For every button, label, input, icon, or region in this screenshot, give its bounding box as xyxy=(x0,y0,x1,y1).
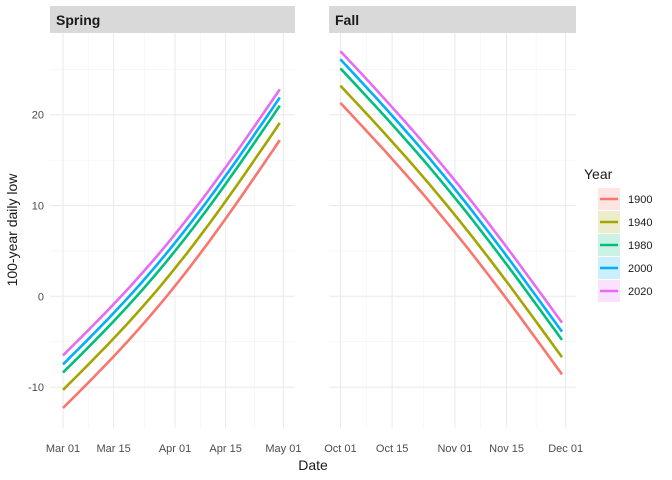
series-line-1940 xyxy=(339,84,564,358)
x-tick-label: Nov 15 xyxy=(489,443,524,455)
y-tick-label: 10 xyxy=(32,201,44,213)
legend-label: 1900 xyxy=(628,194,652,206)
facet-strip-label: Spring xyxy=(56,12,100,28)
x-tick-label: Nov 01 xyxy=(437,443,472,455)
series-line-2000 xyxy=(339,58,564,333)
series-line-2000 xyxy=(62,96,281,366)
y-tick-label: 0 xyxy=(38,291,44,303)
legend-label: 2020 xyxy=(628,286,652,298)
series-line-1900 xyxy=(339,102,564,376)
panel-fall: Fall Oct 01 Oct 15 Nov 01 Nov 15 Dec 01 xyxy=(324,6,583,455)
series-line-1980 xyxy=(339,67,564,341)
y-tick-label: -10 xyxy=(28,382,44,394)
legend-item-2020: 2020 xyxy=(598,280,652,302)
legend-item-1900: 1900 xyxy=(598,188,652,210)
legend-label: 2000 xyxy=(628,263,652,275)
y-axis-title: 100-year daily low xyxy=(4,173,20,287)
x-axis-title: Date xyxy=(298,457,328,473)
legend-label: 1980 xyxy=(628,240,652,252)
x-tick-label: Oct 01 xyxy=(324,443,356,455)
facet-strip xyxy=(329,6,576,33)
x-tick-label: Dec 01 xyxy=(548,443,583,455)
y-tick-label: 20 xyxy=(32,110,44,122)
legend: Year 1900 1940 1980 2000 2020 xyxy=(584,166,652,302)
x-tick-label: May 01 xyxy=(265,443,301,455)
series-line-2020 xyxy=(62,88,281,357)
legend-item-2000: 2000 xyxy=(598,257,652,279)
series-line-1980 xyxy=(62,104,281,374)
legend-label: 1940 xyxy=(628,217,652,229)
panels: Spring -10 0 10 20 Mar 01 Mar 15 Apr 01 Apr 15 Ma… xyxy=(28,6,583,455)
facet-strip xyxy=(50,6,295,33)
series-line-1900 xyxy=(62,139,281,409)
legend-title: Year xyxy=(584,166,613,182)
legend-item-1940: 1940 xyxy=(598,211,652,233)
series-line-2020 xyxy=(339,50,564,324)
x-tick-label: Mar 01 xyxy=(46,443,80,455)
x-tick-label: Apr 01 xyxy=(159,443,191,455)
x-tick-label: Mar 15 xyxy=(96,443,130,455)
series-line-1940 xyxy=(62,122,281,391)
x-tick-label: Oct 15 xyxy=(376,443,408,455)
panel-spring: Spring -10 0 10 20 Mar 01 Mar 15 Apr 01 Apr 15 Ma… xyxy=(28,6,301,455)
facet-strip-label: Fall xyxy=(335,12,359,28)
x-tick-label: Apr 15 xyxy=(209,443,241,455)
legend-item-1980: 1980 xyxy=(598,234,652,256)
